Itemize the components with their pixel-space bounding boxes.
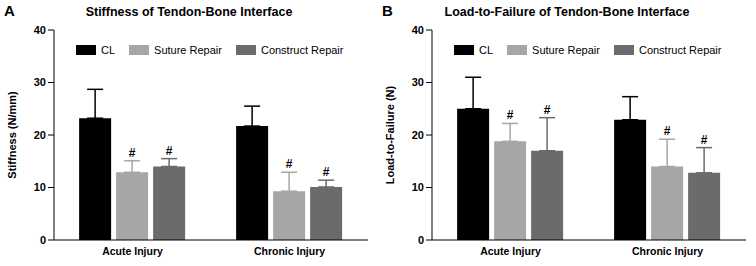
- html-text:B: B: [382, 2, 393, 19]
- html-text:Suture Repair: Suture Repair: [154, 44, 222, 56]
- svg-text:#: #: [286, 157, 293, 171]
- svg-text:20: 20: [34, 129, 46, 141]
- html-text:Load-to-Failure of Tendon-Bone: Load-to-Failure of Tendon-Bone Interface: [444, 5, 690, 19]
- svg-text:Load-to-Failure (N): Load-to-Failure (N): [384, 85, 396, 184]
- svg-text:0: 0: [40, 234, 46, 246]
- svg-text:Chronic Injury: Chronic Injury: [632, 245, 703, 257]
- html-text:Stiffness of Tendon-Bone Inter: Stiffness of Tendon-Bone Interface: [85, 5, 293, 19]
- svg-text:40: 40: [412, 24, 424, 36]
- html-text:Construct Repair: Construct Repair: [260, 44, 344, 56]
- svg-text:40: 40: [34, 24, 46, 36]
- svg-text:#: #: [166, 144, 173, 158]
- html-text:CL: CL: [479, 44, 494, 56]
- svg-text:#: #: [507, 108, 514, 122]
- svg-text:#: #: [544, 103, 551, 117]
- svg-text:#: #: [664, 124, 671, 138]
- svg-text:Acute Injury: Acute Injury: [102, 245, 163, 257]
- html-text:A: A: [4, 2, 15, 19]
- svg-text:30: 30: [412, 76, 424, 88]
- svg-text:30: 30: [34, 76, 46, 88]
- svg-text:Chronic Injury: Chronic Injury: [254, 245, 325, 257]
- svg-text:10: 10: [34, 181, 46, 193]
- html-text:Construct Repair: Construct Repair: [638, 44, 722, 56]
- svg-text:0: 0: [418, 234, 424, 246]
- svg-text:Stiffness (N/mm): Stiffness (N/mm): [8, 91, 18, 179]
- svg-text:10: 10: [412, 181, 424, 193]
- html-text:CL: CL: [101, 44, 116, 56]
- svg-text:#: #: [701, 133, 708, 147]
- html-text:Suture Repair: Suture Repair: [532, 44, 600, 56]
- svg-text:#: #: [129, 146, 136, 160]
- svg-text:20: 20: [412, 129, 424, 141]
- svg-text:Acute Injury: Acute Injury: [480, 245, 541, 257]
- svg-text:#: #: [323, 165, 330, 179]
